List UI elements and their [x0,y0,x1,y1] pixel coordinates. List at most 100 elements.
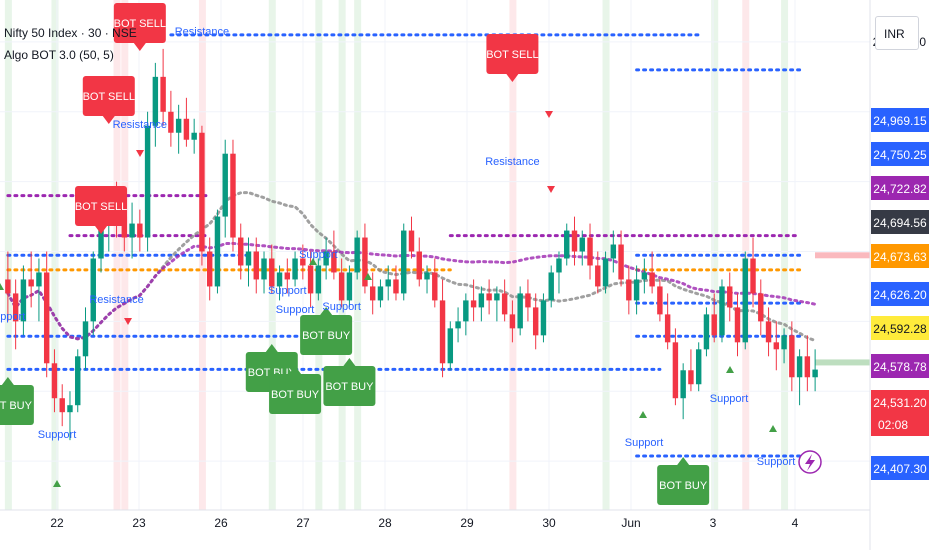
bot-sell-text: BOT SELL [75,201,127,213]
candle-body [618,244,624,280]
candle-body [276,272,283,287]
candle-body [416,251,422,280]
bot-sell-label: BOT SELL [486,34,539,82]
indicator-title[interactable]: Algo BOT 3.0 (50, 5) [4,48,114,62]
support-label: Support [757,456,796,468]
price-tag-bg [871,244,929,268]
candle-body [28,279,34,287]
price-tag-bg [871,176,929,200]
candle-body [649,272,655,287]
price-tag-bg [871,456,929,480]
candle-body [595,265,601,287]
price-tag: 24,407.30 [871,456,929,480]
candle-body [703,314,710,350]
bot-buy-box [323,366,376,406]
signal-band [509,0,517,510]
bot-buy-pointer [677,457,690,465]
symbol-title[interactable]: Nifty 50 Index · 30 · NSE [4,26,137,40]
candle-body [307,265,314,294]
currency-selector[interactable]: INR [875,16,919,50]
resistance-label: Resistance [113,119,167,131]
bot-buy-box [300,315,353,355]
candle-body [657,286,663,315]
price-tag-bg [871,142,929,166]
bot-buy-pointer [343,358,356,366]
x-tick-label: 29 [460,516,474,530]
buy-marker [309,258,317,265]
level-highlight [815,252,870,259]
candle-body [377,286,384,301]
candle-body [532,307,539,336]
candlestick-series [5,48,818,441]
buy-marker [639,411,647,418]
price-tag: 24,694.56 [871,210,929,234]
signal-band [51,0,59,510]
sell-marker [136,150,144,157]
price-tag-bg [871,210,929,234]
price-tag-bg [871,282,929,306]
candle-body [67,405,73,413]
candle-body [447,328,454,364]
candle-body [486,293,492,301]
price-tag-bg [871,390,929,414]
candle-body [789,335,795,378]
candle-body [393,279,399,294]
bot-buy-text: BOT BUY [0,400,33,412]
price-tag: 24,722.82 [871,176,929,200]
candle-body [199,132,205,252]
candle-body [564,230,570,259]
x-tick-label: 26 [214,516,228,530]
buy-marker [364,273,372,280]
candle-body [245,251,252,266]
bot-sell-text: BOT SELL [114,18,166,30]
candle-body [191,132,197,140]
candle-body [261,258,267,280]
buy-marker [53,480,61,487]
x-tick-label: 28 [378,516,392,530]
candle-body [664,314,671,343]
candle-body [494,293,500,301]
bot-buy-pointer [265,344,278,352]
candle-body [230,153,236,238]
candle-body [168,111,174,133]
resistance-label: Resistance [175,26,229,38]
level-highlight [815,359,870,366]
price-tag-text: 24,673.63 [873,250,927,264]
candle-body [765,321,772,343]
candle-body [408,230,415,252]
lightning-icon[interactable] [798,450,822,474]
candle-body [695,349,702,385]
candle-body [734,307,741,343]
x-axis: 22 23 26 27 28 29 30 Jun 3 4 [0,509,870,530]
candle-body [315,265,322,294]
lightning-icon-bolt [805,454,815,471]
candle-body [540,300,547,336]
bot-sell-box [75,186,128,226]
countdown-bg [871,414,929,436]
candle-body [152,76,159,126]
price-tag-bg [871,108,929,132]
price-tag-text: 24,750.25 [873,148,927,162]
candle-body [90,258,96,322]
candle-body [36,272,42,287]
candle-body [548,272,554,301]
candle-body [385,279,391,287]
price-tag-text: 24,592.28 [873,322,927,336]
candle-body [206,251,213,287]
candle-body [804,356,811,378]
bot-buy-box [269,374,322,414]
price-scale[interactable]: 25,000.0024,969.1524,750.2524,722.8224,6… [869,0,929,550]
candle-body [463,300,469,322]
x-tick-label: 3 [710,516,717,530]
bot-buy-text: BOT BUY [302,330,351,342]
candle-body [525,293,531,308]
price-tag: 24,969.15 [871,108,929,132]
candle-body [688,370,694,385]
candle-body [773,342,780,350]
bot-sell-pointer [95,226,108,234]
signal-band [121,0,129,510]
candle-body [680,370,686,399]
sell-marker [124,318,132,325]
candle-body [75,356,81,406]
